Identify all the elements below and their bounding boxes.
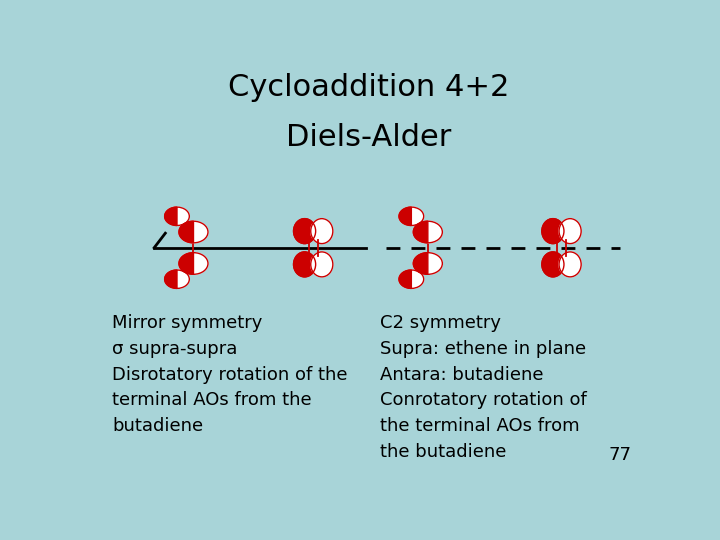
Circle shape: [413, 221, 442, 243]
Circle shape: [413, 253, 442, 274]
Ellipse shape: [294, 252, 315, 277]
Polygon shape: [399, 207, 411, 226]
Circle shape: [165, 270, 189, 288]
Ellipse shape: [542, 219, 564, 244]
Polygon shape: [179, 253, 194, 274]
Ellipse shape: [542, 252, 564, 277]
Text: Diels-Alder: Diels-Alder: [287, 123, 451, 152]
Ellipse shape: [311, 252, 333, 277]
Text: Cycloaddition 4+2: Cycloaddition 4+2: [228, 73, 510, 102]
Ellipse shape: [559, 219, 581, 244]
Ellipse shape: [311, 219, 333, 244]
Text: C2 symmetry
Supra: ethene in plane
Antara: butadiene
Conrotatory rotation of
the: C2 symmetry Supra: ethene in plane Antar…: [380, 314, 587, 461]
Polygon shape: [413, 253, 428, 274]
Ellipse shape: [294, 219, 315, 244]
Polygon shape: [165, 207, 177, 226]
Polygon shape: [165, 270, 177, 288]
Text: 77: 77: [608, 446, 631, 464]
Circle shape: [179, 253, 208, 274]
Polygon shape: [179, 221, 194, 243]
Polygon shape: [413, 221, 428, 243]
Polygon shape: [399, 270, 411, 288]
Text: Mirror symmetry
σ supra-supra
Disrotatory rotation of the
terminal AOs from the
: Mirror symmetry σ supra-supra Disrotator…: [112, 314, 348, 435]
Circle shape: [399, 207, 423, 226]
Circle shape: [165, 207, 189, 226]
Circle shape: [399, 270, 423, 288]
Ellipse shape: [559, 252, 581, 277]
Circle shape: [179, 221, 208, 243]
